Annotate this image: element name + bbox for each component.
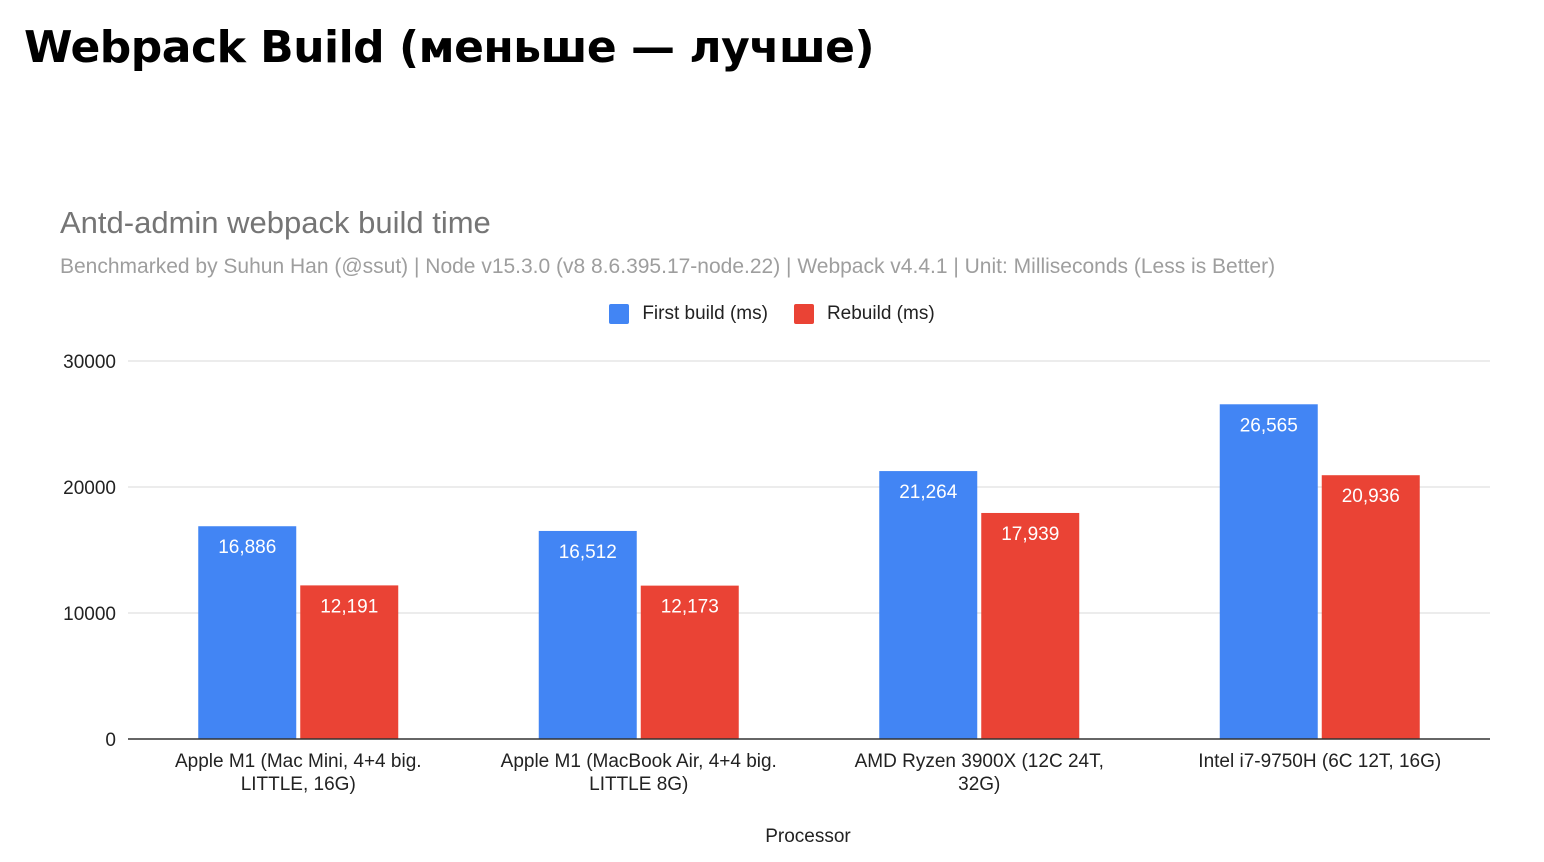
legend-item-rebuild[interactable]: Rebuild (ms): [793, 303, 935, 325]
x-category-label: Apple M1 (MacBook Air, 4+4 big.: [501, 751, 777, 772]
x-category-label: AMD Ryzen 3900X (12C 24T,: [855, 751, 1104, 772]
x-category-label: 32G): [958, 774, 1000, 795]
data-label: 12,191: [320, 596, 378, 617]
data-label: 20,936: [1342, 486, 1400, 507]
x-category-label: Apple M1 (Mac Mini, 4+4 big.: [175, 751, 422, 772]
data-label: 26,565: [1240, 415, 1298, 436]
bar-first-build[interactable]: [1219, 404, 1318, 739]
bar-rebuild[interactable]: [981, 512, 1080, 739]
data-label: 16,886: [218, 537, 276, 558]
bar-first-build[interactable]: [198, 526, 297, 739]
bar-rebuild[interactable]: [300, 585, 399, 739]
data-label: 21,264: [899, 482, 958, 503]
chart-legend: First build (ms) Rebuild (ms): [0, 303, 1544, 325]
bar-first-build[interactable]: [879, 471, 978, 739]
x-category-label: Intel i7-9750H (6C 12T, 16G): [1198, 751, 1441, 772]
y-tick-label: 20000: [63, 478, 116, 499]
x-axis-title: Processor: [765, 826, 851, 847]
data-label: 17,939: [1001, 524, 1059, 545]
chart-title: Antd-admin webpack build time: [60, 205, 491, 240]
legend-swatch-rebuild: [793, 304, 814, 324]
legend-swatch-first-build: [609, 304, 630, 324]
bar-first-build[interactable]: [538, 530, 637, 739]
slide-title: Webpack Build (меньше — лучше): [24, 22, 875, 73]
bar-rebuild[interactable]: [1321, 475, 1420, 739]
y-tick-label: 30000: [63, 352, 116, 373]
chart-subtitle: Benchmarked by Suhun Han (@ssut) | Node …: [60, 255, 1276, 278]
legend-label-rebuild: Rebuild (ms): [826, 303, 935, 324]
y-tick-label: 0: [105, 730, 116, 751]
bar-rebuild[interactable]: [640, 585, 739, 739]
y-tick-label: 10000: [63, 604, 116, 625]
x-category-label: LITTLE 8G): [589, 774, 688, 795]
data-label: 16,512: [559, 542, 617, 563]
legend-label-first-build: First build (ms): [642, 303, 768, 324]
x-category-label: LITTLE, 16G): [241, 774, 356, 795]
data-label: 12,173: [661, 597, 719, 618]
legend-item-first-build[interactable]: First build (ms): [609, 303, 768, 325]
